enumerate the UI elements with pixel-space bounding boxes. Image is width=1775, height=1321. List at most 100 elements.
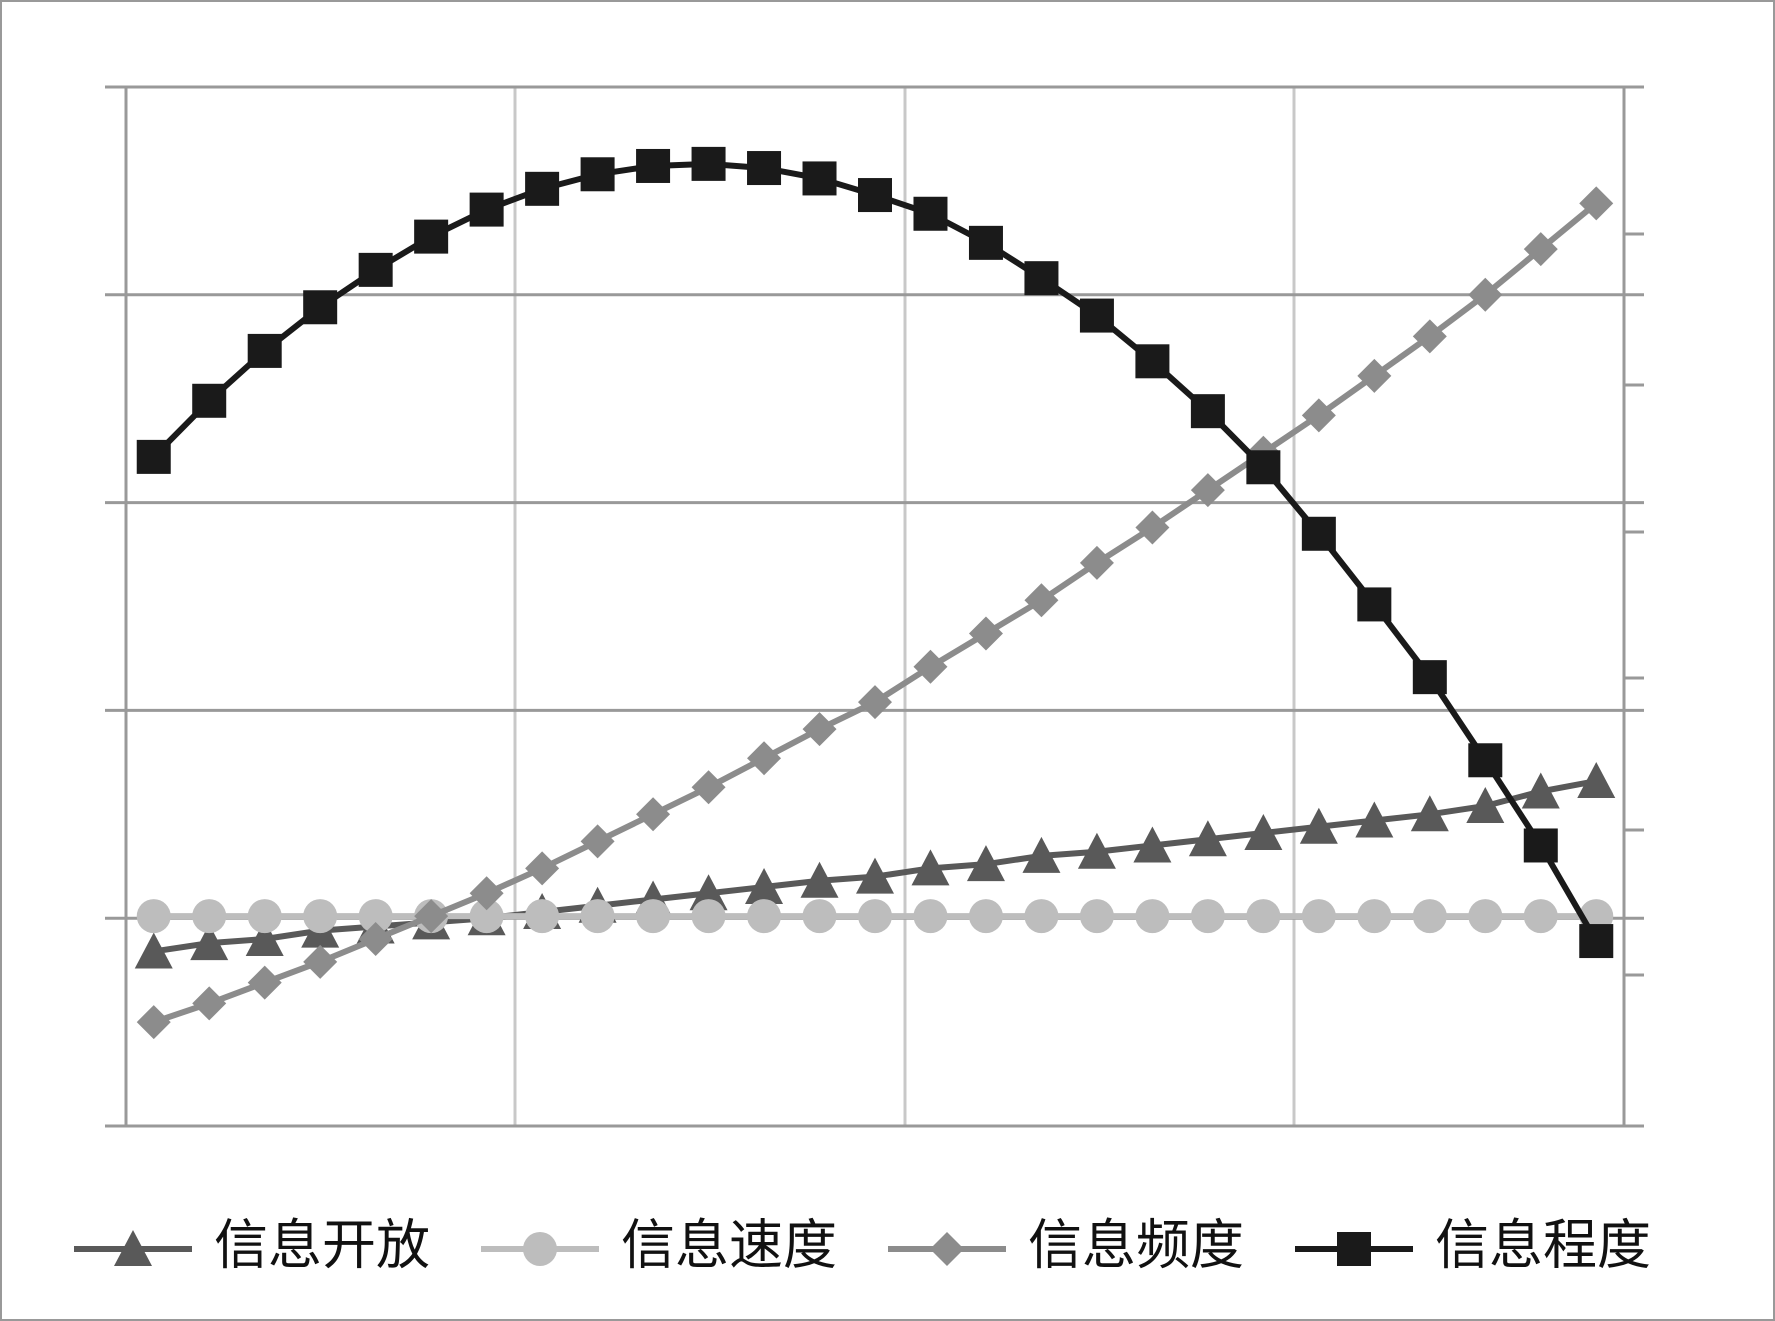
marker (1022, 836, 1061, 873)
marker (1357, 899, 1392, 934)
marker (1299, 807, 1338, 844)
marker (414, 219, 449, 254)
marker (1246, 450, 1281, 485)
series (136, 186, 1614, 1040)
marker (858, 685, 892, 720)
marker (1468, 277, 1503, 312)
marker (1410, 795, 1449, 832)
marker (525, 899, 560, 934)
marker (1521, 772, 1560, 809)
marker (136, 1005, 171, 1040)
marker (913, 649, 948, 684)
marker (114, 1230, 152, 1266)
marker (911, 849, 950, 886)
marker (858, 899, 892, 934)
marker (192, 899, 227, 934)
marker (136, 899, 171, 934)
marker (802, 712, 837, 747)
marker (1133, 826, 1172, 863)
legend-item: 信息程度 (1295, 1214, 1651, 1277)
marker (1466, 786, 1505, 823)
marker (1301, 398, 1336, 433)
right-axis-ticks (1624, 232, 1644, 977)
marker (414, 899, 449, 934)
marker (247, 965, 282, 1000)
marker (691, 770, 726, 805)
marker (303, 290, 338, 325)
marker (358, 899, 393, 934)
marker (747, 741, 782, 776)
marker (1579, 924, 1614, 959)
marker (636, 797, 671, 832)
marker (1190, 473, 1225, 508)
marker (1412, 660, 1447, 695)
marker (1135, 899, 1170, 934)
marker (968, 899, 1003, 934)
marker (469, 899, 504, 934)
marker (1079, 298, 1114, 333)
marker (968, 616, 1003, 651)
marker (190, 924, 229, 961)
marker (1357, 358, 1392, 393)
marker (523, 1232, 557, 1266)
marker (245, 919, 284, 956)
marker (913, 196, 948, 231)
marker (247, 899, 282, 934)
marker (525, 851, 560, 886)
legend-label: 信息速度 (621, 1214, 837, 1277)
marker (580, 899, 615, 934)
marker (966, 845, 1005, 882)
marker (358, 252, 393, 287)
marker (747, 151, 782, 186)
marker (469, 192, 504, 227)
legend-item: 信息开放 (74, 1214, 430, 1277)
marker (1244, 814, 1283, 851)
marker (1468, 743, 1503, 778)
marker (802, 161, 837, 196)
marker (856, 857, 894, 894)
marker (1190, 899, 1225, 934)
marker (1577, 762, 1616, 799)
marker (1079, 899, 1114, 934)
legend-label: 信息开放 (214, 1214, 430, 1277)
marker (689, 874, 728, 911)
legend-label: 信息频度 (1028, 1214, 1244, 1277)
marker (1337, 1232, 1371, 1266)
marker (858, 178, 892, 213)
marker (636, 899, 671, 934)
series (136, 146, 1614, 959)
legend-label: 信息程度 (1435, 1214, 1651, 1277)
marker (1301, 516, 1336, 551)
marker (469, 876, 504, 911)
marker (691, 899, 726, 934)
marker (913, 899, 948, 934)
marker (580, 157, 615, 192)
marker (1246, 899, 1281, 934)
marker (1523, 899, 1558, 934)
marker (1024, 583, 1059, 618)
marker (303, 899, 338, 934)
marker (358, 921, 393, 956)
marker (800, 861, 839, 898)
marker (247, 333, 282, 368)
marker (1190, 394, 1225, 429)
marker (1188, 820, 1227, 857)
marker (1579, 186, 1614, 221)
marker (134, 932, 173, 969)
marker (1355, 801, 1394, 838)
marker (1523, 232, 1558, 267)
marker (1079, 545, 1114, 580)
marker (1135, 510, 1170, 545)
marker (1357, 587, 1392, 622)
marker (691, 146, 726, 181)
marker (745, 868, 784, 905)
marker (1077, 832, 1116, 869)
marker (136, 439, 171, 474)
marker (580, 824, 615, 859)
marker (1412, 319, 1447, 354)
marker (802, 899, 837, 934)
marker (303, 944, 338, 979)
marker (747, 899, 782, 934)
